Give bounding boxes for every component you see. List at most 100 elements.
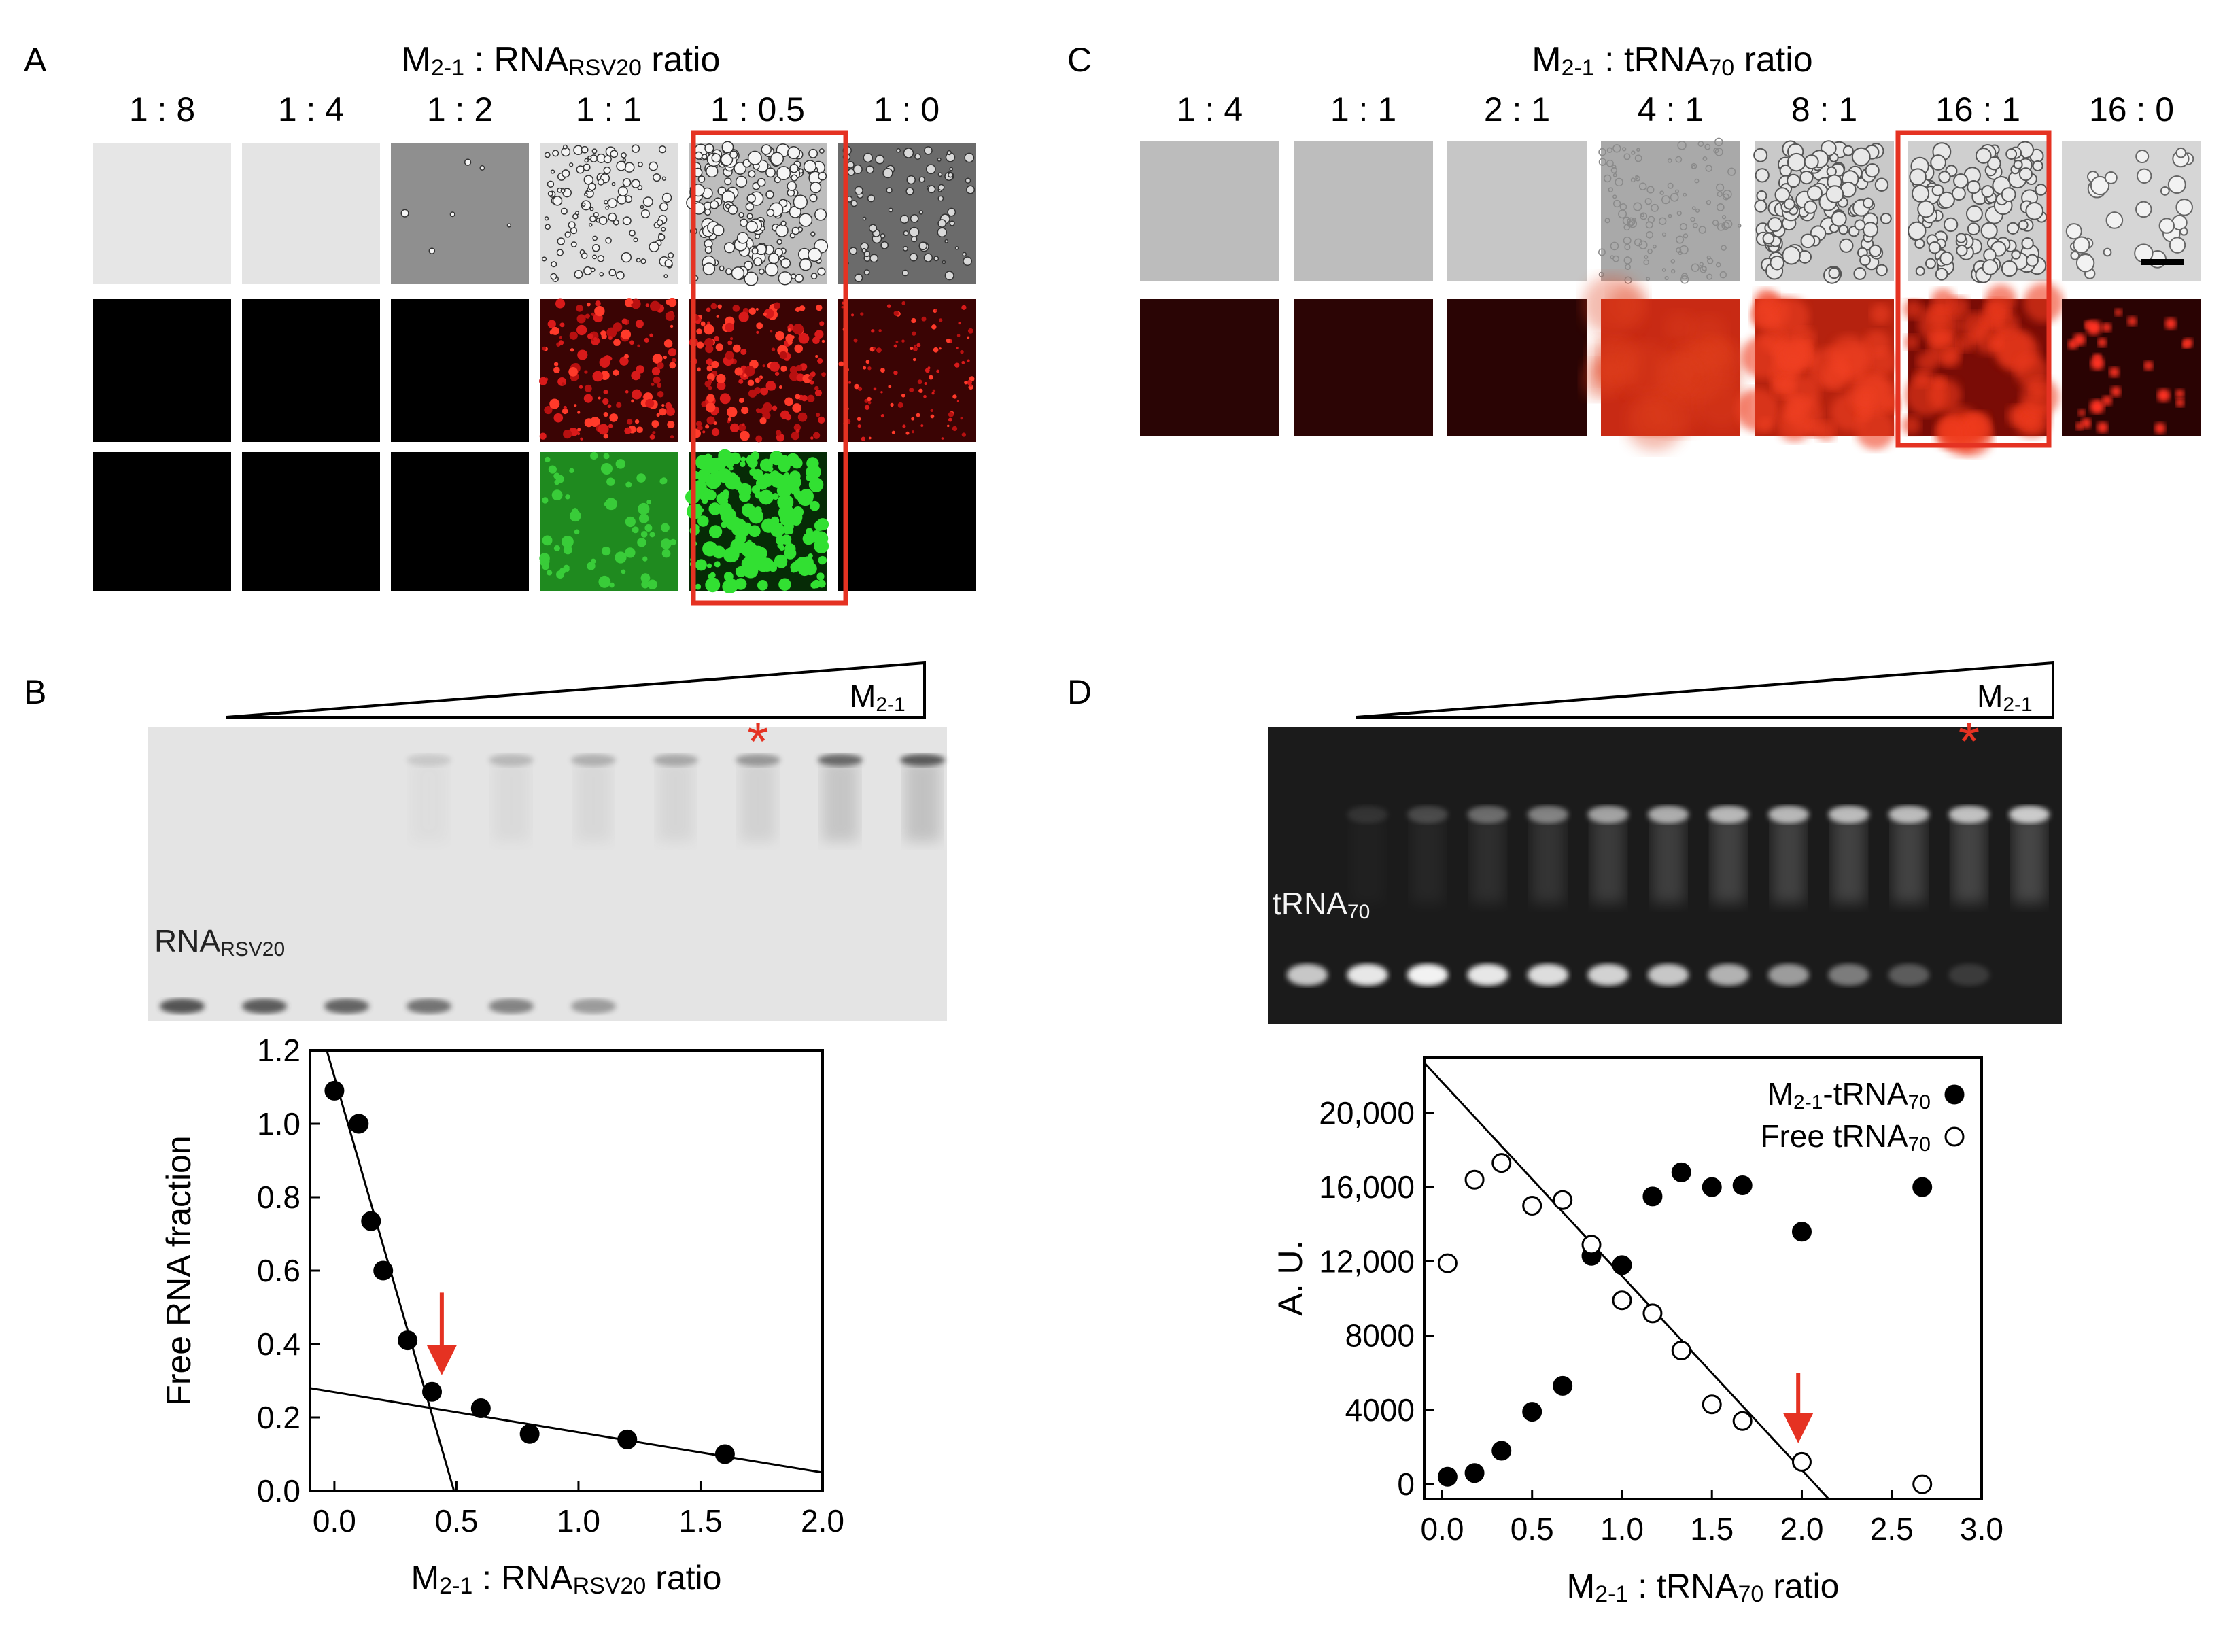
green-droplet [708, 574, 712, 579]
red-droplet [632, 389, 642, 400]
red-aggregate [1778, 337, 1810, 369]
green-droplet [572, 508, 579, 514]
droplet [568, 221, 576, 229]
aggregate-speck [1624, 243, 1631, 251]
x-tick-label: 1.5 [678, 1503, 722, 1538]
aggregate-speck [1606, 147, 1613, 154]
aggregate [1975, 148, 1992, 164]
red-droplet [918, 388, 923, 393]
red-droplet [931, 324, 937, 330]
aggregate [1853, 266, 1867, 280]
red-droplet [794, 344, 804, 354]
green-droplet [712, 457, 727, 471]
red-droplet [2184, 338, 2193, 347]
filled-data-point [1732, 1175, 1753, 1195]
red-droplet [653, 376, 661, 384]
red-droplet [553, 413, 564, 423]
open-data-point [1581, 1235, 1602, 1255]
open-data-point [1791, 1451, 1812, 1472]
droplet [846, 160, 855, 169]
droplet [615, 271, 625, 280]
aggregate [1928, 241, 1942, 254]
red-droplet [863, 366, 867, 370]
red-aggregate [1932, 375, 1946, 389]
y-tick-label: 0 [1397, 1466, 1415, 1502]
red-droplet [570, 348, 574, 352]
red-droplet [956, 334, 961, 337]
aggregate [2026, 254, 2039, 267]
green-fluor-tile-1 [242, 452, 380, 591]
aggregate-speck [1721, 215, 1727, 220]
ratio-label-c-2: 2 : 1 [1484, 90, 1550, 128]
aggregate [2006, 222, 2020, 235]
aggregate-speck [1713, 148, 1719, 154]
red-droplet [932, 389, 936, 393]
droplet [810, 273, 818, 280]
green-droplet [704, 453, 712, 462]
panel-letter-a: A [24, 41, 47, 79]
green-background [838, 452, 976, 591]
filled-data-point [422, 1381, 443, 1402]
aggregate-speck [1723, 190, 1732, 199]
aggregate [1865, 163, 1880, 178]
aggregate [1854, 219, 1866, 231]
brightfield-background [93, 143, 231, 284]
x-tick-label: 2.0 [1780, 1511, 1824, 1547]
droplet [909, 226, 920, 237]
red-droplet [559, 322, 565, 328]
aggregate [1987, 156, 2001, 171]
red-droplet [702, 430, 706, 434]
red-droplet [2097, 337, 2107, 347]
droplet [720, 153, 734, 166]
ratio-label-a-1: 1 : 4 [278, 90, 344, 128]
green-droplet [787, 509, 803, 526]
aggregate-speck [1646, 277, 1651, 281]
red-droplet [841, 305, 844, 309]
green-droplet [810, 530, 823, 542]
green-droplet [712, 545, 725, 559]
green-droplet [814, 538, 829, 554]
droplet [631, 179, 640, 188]
droplet [787, 181, 797, 191]
red-droplet [952, 426, 958, 432]
green-droplet [638, 513, 649, 523]
brightfield-tile-3 [540, 143, 678, 284]
red-droplet [755, 307, 759, 311]
droplet [661, 176, 667, 181]
aggregate-speck [1610, 255, 1615, 260]
droplet [721, 141, 734, 154]
green-droplet [574, 529, 580, 535]
smear-lane-4 [1471, 814, 1504, 903]
droplet [766, 209, 775, 217]
droplet [778, 271, 792, 286]
red-droplet [878, 329, 882, 332]
aggregate-speck [1706, 200, 1712, 205]
title-c-sub2: 70 [1708, 55, 1734, 81]
red-droplet [697, 425, 703, 431]
red-droplet [797, 412, 808, 422]
green-droplet [590, 451, 598, 460]
legend-sub: 70 [1908, 1133, 1931, 1156]
panel-d-chart: 0.0 0.5 1.0 1.5 2.0 2.5 3.0 0 4000 8000 12,000 16,0… [1271, 1056, 2003, 1607]
droplet [808, 148, 818, 158]
red-droplet [665, 402, 672, 409]
aggregate-speck [1647, 248, 1653, 254]
droplet [946, 150, 952, 156]
x-tick-label: 1.0 [557, 1503, 600, 1538]
green-droplet [636, 473, 646, 483]
aggregate [1925, 258, 1936, 269]
droplet [731, 266, 745, 280]
green-droplet [714, 561, 721, 568]
droplet [896, 148, 901, 153]
droplet [798, 213, 813, 227]
red-droplet [725, 322, 734, 332]
droplet [636, 258, 641, 263]
droplet [923, 253, 933, 262]
green-droplet [642, 556, 648, 562]
ratio-label-a-2: 1 : 2 [427, 90, 493, 128]
droplet [611, 182, 616, 186]
red-droplet [929, 375, 933, 380]
open-data-point [1491, 1153, 1512, 1173]
aggregate [1930, 154, 1946, 171]
title-a-tail: ratio [642, 40, 721, 80]
